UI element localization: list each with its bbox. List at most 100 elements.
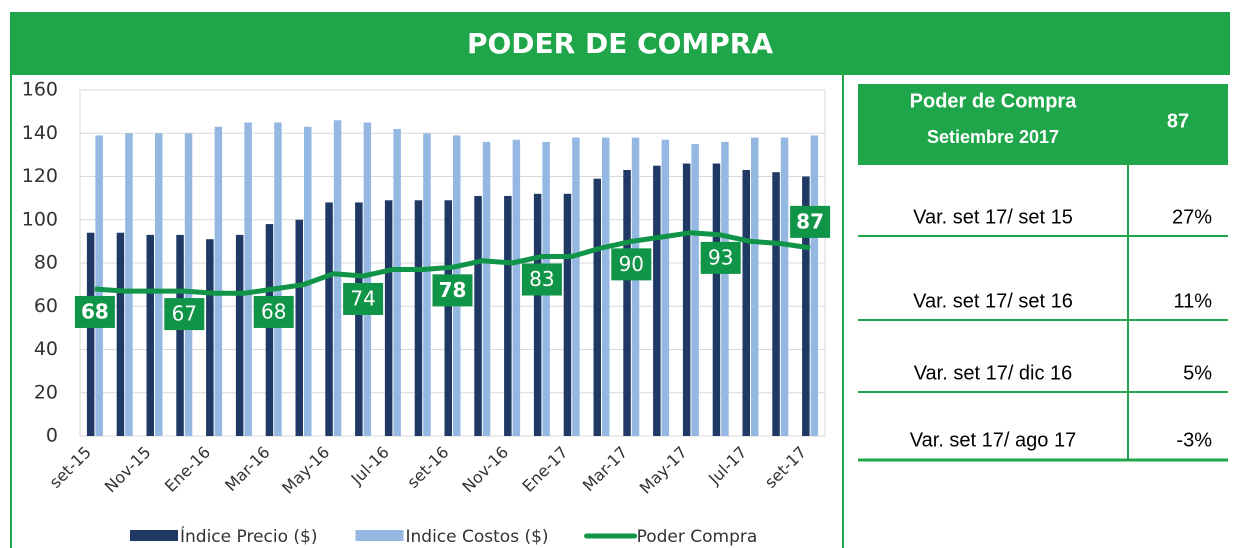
- x-tick-label: Jul-17: [704, 443, 750, 489]
- y-tick-label: 20: [34, 381, 58, 403]
- data-label-box: [432, 274, 473, 307]
- bar: [751, 137, 759, 436]
- data-label-box: [164, 298, 205, 331]
- bar: [780, 137, 789, 436]
- bar: [363, 122, 372, 436]
- bar: [235, 234, 244, 436]
- y-tick-label: 40: [34, 338, 58, 360]
- table-cell: 27%: [1172, 206, 1212, 228]
- y-tick-label: 100: [22, 208, 58, 230]
- bar: [504, 195, 512, 436]
- bar: [393, 128, 401, 437]
- data-label: 90: [619, 252, 644, 276]
- bar: [274, 122, 282, 436]
- data-label: 74: [350, 286, 375, 310]
- legend-swatch: [355, 530, 404, 541]
- x-tick-label: set-16: [403, 443, 452, 492]
- table-cell: Var. set 17/ set 16: [913, 290, 1073, 312]
- data-label-box: [521, 263, 562, 296]
- table-cell: 11%: [1173, 290, 1212, 312]
- x-tick-label: Mar-17: [579, 443, 632, 496]
- bar: [333, 120, 342, 437]
- table-header: [858, 84, 1228, 165]
- x-tick-label: set-17: [761, 443, 810, 492]
- table-header-value: 87: [1167, 110, 1189, 132]
- bar: [325, 202, 333, 436]
- x-tick-label: Ene-16: [161, 443, 214, 496]
- header-bar: [10, 12, 1230, 75]
- bar: [146, 234, 154, 436]
- data-label: 83: [529, 267, 554, 291]
- y-tick-label: 0: [46, 425, 58, 447]
- table-header-sublabel: Setiembre 2017: [927, 127, 1059, 147]
- data-label-box: [253, 295, 294, 328]
- y-tick-label: 160: [22, 79, 58, 101]
- bar: [155, 133, 163, 436]
- bar: [414, 200, 423, 436]
- bar: [802, 176, 810, 436]
- bar: [384, 200, 393, 436]
- table-cell: Var. set 17/ set 15: [913, 206, 1073, 228]
- bar: [533, 193, 542, 436]
- legend-label: Índice Precio ($): [180, 525, 318, 547]
- bar: [661, 139, 670, 437]
- data-label: 68: [81, 299, 109, 323]
- table-cell: Var. set 17/ dic 16: [914, 362, 1073, 384]
- bar: [482, 141, 491, 436]
- bar: [602, 137, 610, 436]
- bar: [116, 232, 125, 436]
- data-label-box: [700, 241, 741, 274]
- bar: [682, 163, 691, 436]
- bar: [721, 141, 729, 436]
- data-label: 68: [261, 299, 286, 323]
- bar: [95, 135, 103, 436]
- table-header-label: Poder de Compra: [910, 90, 1078, 112]
- x-tick-label: May-17: [636, 443, 691, 498]
- line: [94, 230, 811, 296]
- x-tick-label: May-16: [278, 443, 333, 498]
- data-label: 87: [796, 209, 824, 233]
- bar: [265, 224, 274, 436]
- chart-title: PODER DE COMPRA: [467, 27, 773, 60]
- bar: [86, 232, 95, 436]
- bar: [244, 122, 252, 436]
- data-label: 67: [172, 302, 197, 326]
- x-tick-label: Nov-15: [101, 443, 155, 497]
- bar: [712, 163, 721, 436]
- bar: [355, 202, 363, 436]
- bar: [572, 137, 580, 436]
- bar: [206, 239, 214, 436]
- bar: [184, 133, 193, 436]
- table-cell: Var. set 17/ ago 17: [910, 429, 1076, 451]
- data-label-box: [74, 295, 115, 328]
- bar: [691, 144, 699, 436]
- bar: [444, 200, 452, 436]
- data-label-box: [343, 282, 384, 315]
- bar: [512, 139, 521, 437]
- bar: [214, 126, 223, 436]
- x-tick-label: set-15: [46, 443, 95, 492]
- x-tick-label: Jul-16: [347, 443, 393, 489]
- bar: [653, 165, 661, 436]
- bar: [563, 193, 572, 436]
- bar: [742, 170, 750, 436]
- y-tick-label: 60: [34, 295, 58, 317]
- y-tick-label: 80: [34, 252, 58, 274]
- bar: [810, 135, 819, 436]
- data-label-box: [611, 248, 652, 281]
- bar: [125, 133, 133, 436]
- x-tick-label: Mar-16: [221, 443, 274, 496]
- bar: [423, 133, 431, 436]
- data-label-box: [790, 205, 831, 238]
- x-tick-label: Nov-16: [458, 443, 512, 497]
- bar: [176, 234, 184, 436]
- legend-label: Poder Compra: [637, 527, 758, 547]
- table-cell: -3%: [1176, 429, 1212, 451]
- data-label: 93: [708, 245, 733, 269]
- legend-label: Indice Costos ($): [406, 527, 549, 547]
- bar: [623, 170, 631, 436]
- bar: [474, 195, 482, 436]
- bar: [593, 178, 601, 436]
- bar: [295, 219, 303, 436]
